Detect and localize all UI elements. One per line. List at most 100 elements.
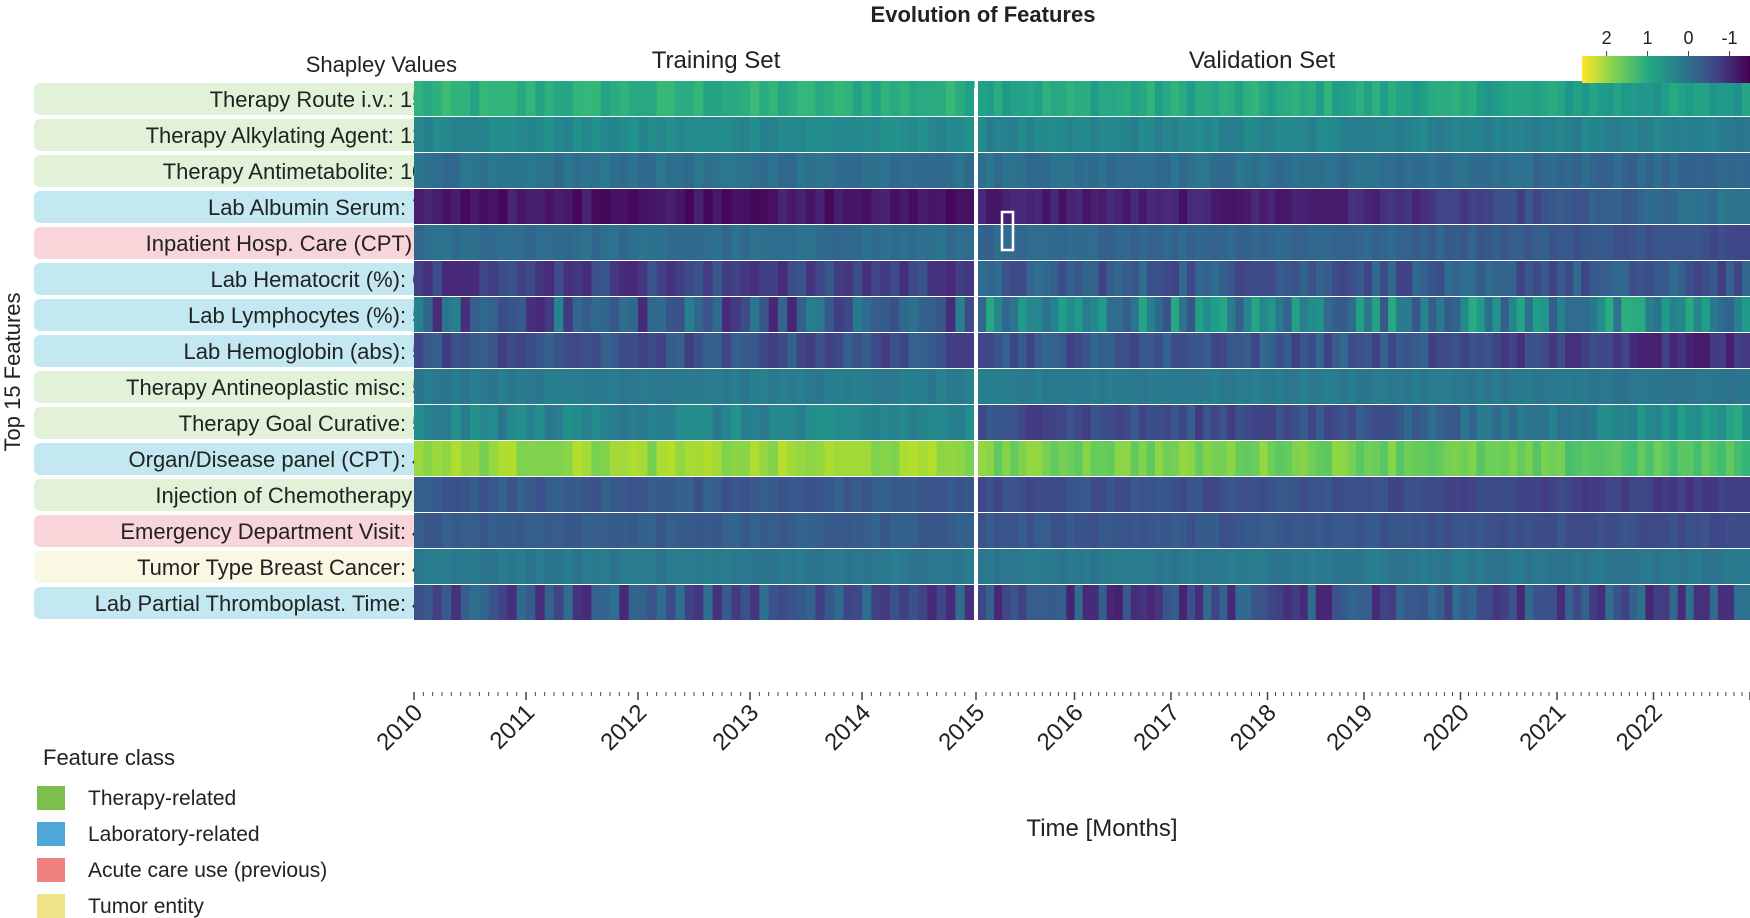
heatmap-cell [750,585,760,620]
heatmap-cell [1227,225,1236,260]
heatmap-cell [638,585,648,620]
heatmap-cell [964,261,975,296]
heatmap-cell [899,513,910,548]
heatmap-cell [936,153,947,188]
heatmap-cell [871,189,882,224]
heatmap-cell [1050,477,1060,512]
heatmap-cell [675,441,686,476]
heatmap-cell [862,189,872,224]
heatmap-cell [1540,441,1550,476]
heatmap-cell [1050,585,1060,620]
heatmap-cell [787,441,798,476]
heatmap-cell [1171,153,1180,188]
heatmap-cell [1267,441,1277,476]
heatmap-cell [1251,513,1261,548]
heatmap-cell [1179,117,1188,152]
heatmap-cell [1323,117,1333,152]
heatmap-cell [1404,549,1413,584]
heatmap-cell [1364,513,1373,548]
heatmap-cell [1380,189,1389,224]
heatmap-cell [899,297,910,332]
heatmap-cell [1114,405,1124,440]
heatmap-cell [1187,261,1196,296]
heatmap-cell [712,297,723,332]
heatmap-cell [852,549,863,584]
heatmap-cell [563,225,574,260]
heatmap-cell [1018,585,1027,620]
heatmap-cell [1106,549,1116,584]
heatmap-cell [1436,117,1446,152]
heatmap-cell [610,549,620,584]
heatmap-cell [1460,153,1470,188]
heatmap-cell [535,585,546,620]
heatmap-cell [759,369,770,404]
heatmap-cell [1404,261,1413,296]
heatmap-cell [498,81,508,116]
heatmap-cell [824,369,835,404]
heatmap-cell [460,117,471,152]
heatmap-cell [1018,333,1027,368]
heatmap-cell [871,369,882,404]
heatmap-cell [824,333,835,368]
heatmap-cell [423,117,434,152]
heatmap-cell [1211,513,1220,548]
heatmap-cell [768,585,779,620]
heatmap-cell [1203,477,1212,512]
heatmap-cell [1138,117,1148,152]
heatmap-cell [1339,153,1349,188]
heatmap-cell [1645,297,1655,332]
heatmap-cell [815,81,826,116]
heatmap-cell [582,81,592,116]
heatmap-cell [1106,153,1116,188]
heatmap-cell [1685,225,1695,260]
heatmap-cell [1548,261,1558,296]
heatmap-cell [572,117,583,152]
heatmap-cell [936,549,947,584]
heatmap-cell [1516,153,1526,188]
heatmap-cell [1026,153,1035,188]
heatmap-cell [1066,333,1076,368]
heatmap-cell [731,333,742,368]
heatmap-cell [806,585,816,620]
heatmap-cell [432,333,443,368]
heatmap-cell [955,333,966,368]
heatmap-cell [731,549,742,584]
heatmap-cell [1661,441,1671,476]
heatmap-cell [442,261,452,296]
heatmap-cell [1396,153,1405,188]
heatmap-cell [526,225,536,260]
heatmap-cell [890,153,900,188]
heatmap-cell [1114,513,1124,548]
heatmap-cell [1364,225,1373,260]
heatmap-cell [1589,117,1598,152]
heatmap-cell [1581,81,1590,116]
heatmap-cell [1701,81,1711,116]
heatmap-cell [978,81,987,116]
heatmap-cell [759,585,770,620]
heatmap-cell [414,369,424,404]
heatmap-cell [526,333,536,368]
heatmap-cell [815,441,826,476]
heatmap-cell [1171,81,1180,116]
heatmap-cell [1122,513,1132,548]
heatmap-cell [460,261,471,296]
heatmap-cell [1026,549,1035,584]
heatmap-cell [815,333,826,368]
heatmap-cell [1098,261,1108,296]
heatmap-cell [1540,369,1550,404]
heatmap-cell [712,225,723,260]
heatmap-cell [899,189,910,224]
heatmap-cell [554,441,564,476]
heatmap-cell [778,441,788,476]
heatmap-cell [1709,225,1719,260]
heatmap-cell [1516,405,1526,440]
heatmap-cell [1637,513,1647,548]
feature-label-bg [34,407,457,439]
feature-label: Lab Hemoglobin (abs): 5.63 [184,339,456,364]
heatmap-cell [647,333,658,368]
heatmap-cell [1388,81,1397,116]
heatmap-cell [1082,117,1092,152]
heatmap-cell [1187,225,1196,260]
heatmap-cell [880,585,891,620]
heatmap-cell [843,117,854,152]
